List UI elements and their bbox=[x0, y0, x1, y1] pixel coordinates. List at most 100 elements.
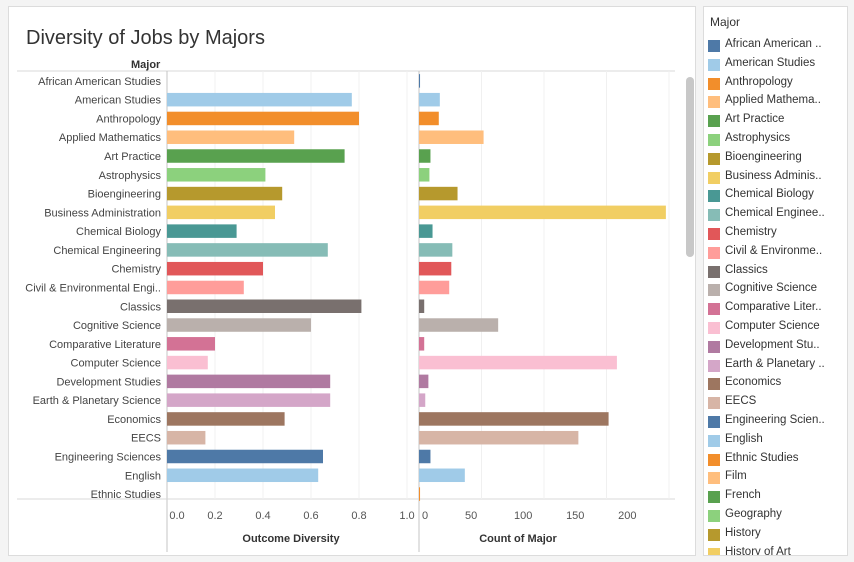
bar-count-of-major bbox=[419, 224, 433, 238]
category-label: Civil & Environmental Engi.. bbox=[25, 282, 161, 294]
x-tick-label: 100 bbox=[514, 510, 532, 522]
bar-count-of-major bbox=[419, 130, 484, 144]
legend-item[interactable]: Computer Science bbox=[704, 319, 847, 338]
legend-item[interactable]: Classics bbox=[704, 263, 847, 282]
legend-label: Applied Mathema.. bbox=[725, 94, 821, 107]
legend-item[interactable]: Geography bbox=[704, 507, 847, 526]
legend-item[interactable]: Chemical Enginee.. bbox=[704, 206, 847, 225]
legend-label: Cognitive Science bbox=[725, 282, 818, 295]
legend-item[interactable]: Chemistry bbox=[704, 225, 847, 244]
chart-title: Diversity of Jobs by Majors bbox=[26, 27, 265, 49]
legend-label: Geography bbox=[725, 507, 782, 520]
bar-count-of-major bbox=[419, 149, 431, 163]
legend-item[interactable]: Comparative Liter.. bbox=[704, 300, 847, 319]
legend-swatch bbox=[708, 378, 720, 391]
legend-item[interactable]: History of Art bbox=[704, 545, 847, 555]
bar-outcome-diversity bbox=[167, 280, 244, 295]
bar-outcome-diversity bbox=[167, 92, 352, 107]
bar-count-of-major bbox=[419, 205, 666, 220]
legend-item[interactable]: Art Practice bbox=[704, 112, 847, 131]
legend-item[interactable]: Applied Mathema.. bbox=[704, 93, 847, 112]
legend-label: EECS bbox=[725, 395, 757, 408]
bar-outcome-diversity bbox=[167, 449, 323, 464]
bar-count-of-major bbox=[419, 243, 453, 257]
legend-label: African American .. bbox=[725, 38, 822, 50]
bar-count-of-major bbox=[419, 299, 425, 313]
dashboard-panel: Diversity of Jobs by Majors Major African… bbox=[8, 6, 696, 556]
legend-item[interactable]: Film bbox=[704, 469, 847, 488]
x-tick-label: 0.8 bbox=[351, 510, 366, 522]
legend-item[interactable]: Bioengineering bbox=[704, 150, 847, 169]
legend-label: Civil & Environme.. bbox=[725, 244, 823, 257]
bar-count-of-major bbox=[419, 412, 609, 426]
legend-swatch bbox=[708, 58, 720, 71]
row-header: Major bbox=[131, 59, 161, 71]
legend-label: Film bbox=[725, 470, 747, 483]
legend-item[interactable]: Astrophysics bbox=[704, 131, 847, 150]
bar-count-of-major bbox=[419, 280, 450, 295]
scrollbar[interactable] bbox=[685, 77, 695, 505]
bar-count-of-major bbox=[419, 449, 431, 464]
x-tick-label: 0.4 bbox=[255, 510, 270, 522]
legend-swatch bbox=[708, 152, 720, 165]
scrollbar-thumb[interactable] bbox=[686, 77, 694, 257]
legend-swatch bbox=[708, 509, 720, 522]
bar-outcome-diversity bbox=[167, 430, 206, 445]
bar-count-of-major bbox=[419, 168, 430, 182]
legend-item[interactable]: African American .. bbox=[704, 37, 847, 56]
legend-item[interactable]: Business Adminis.. bbox=[704, 169, 847, 188]
bar-outcome-diversity bbox=[167, 168, 266, 182]
legend-label: Economics bbox=[725, 376, 782, 389]
legend-swatch bbox=[708, 77, 720, 90]
legend-item[interactable]: Chemical Biology bbox=[704, 187, 847, 206]
bar-outcome-diversity bbox=[167, 111, 359, 126]
legend-label: Chemical Enginee.. bbox=[725, 207, 825, 220]
legend-label: Chemistry bbox=[725, 225, 777, 238]
bar-outcome-diversity bbox=[167, 393, 331, 407]
x-tick-label: 200 bbox=[618, 510, 636, 522]
legend-item[interactable]: Cognitive Science bbox=[704, 281, 847, 300]
legend-label: History bbox=[725, 526, 761, 539]
bar-count-of-major bbox=[419, 393, 426, 407]
legend-label: Bioengineering bbox=[725, 150, 802, 163]
legend-swatch bbox=[708, 40, 720, 52]
legend-item[interactable]: English bbox=[704, 432, 847, 451]
bar-outcome-diversity bbox=[167, 224, 237, 238]
legend-swatch bbox=[708, 359, 720, 372]
legend-item[interactable]: History bbox=[704, 526, 847, 545]
legend-item[interactable]: French bbox=[704, 488, 847, 507]
category-label: American Studies bbox=[75, 95, 162, 107]
legend-label: English bbox=[725, 432, 763, 445]
legend-item[interactable]: EECS bbox=[704, 394, 847, 413]
legend-item[interactable]: Earth & Planetary .. bbox=[704, 357, 847, 376]
legend-swatch bbox=[708, 227, 720, 240]
legend-item[interactable]: Civil & Environme.. bbox=[704, 244, 847, 263]
legend-swatch bbox=[708, 340, 720, 353]
legend-item[interactable]: Development Stu.. bbox=[704, 338, 847, 357]
legend-item[interactable]: Anthropology bbox=[704, 75, 847, 94]
bar-outcome-diversity bbox=[167, 337, 215, 351]
legend-swatch bbox=[708, 491, 720, 504]
legend-item[interactable]: American Studies bbox=[704, 56, 847, 75]
legend-label: Engineering Scien.. bbox=[725, 413, 825, 426]
category-label: EECS bbox=[131, 433, 161, 445]
legend-item[interactable]: Engineering Scien.. bbox=[704, 413, 847, 432]
legend-label: Classics bbox=[725, 263, 768, 276]
bar-count-of-major bbox=[419, 318, 499, 332]
legend-label: Earth & Planetary .. bbox=[725, 357, 825, 370]
legend-panel: Major African American .. American Studie… bbox=[703, 6, 848, 556]
bar-count-of-major bbox=[419, 261, 452, 276]
x-axis-title: Count of Major bbox=[479, 533, 557, 545]
bar-chart[interactable]: Major African American Studies American St… bbox=[9, 7, 695, 555]
category-label: Cognitive Science bbox=[73, 320, 161, 332]
bar-count-of-major bbox=[419, 92, 440, 107]
legend-item[interactable]: Ethnic Studies bbox=[704, 451, 847, 470]
bar-outcome-diversity bbox=[167, 355, 208, 370]
bar-outcome-diversity bbox=[167, 130, 295, 144]
bar-count-of-major bbox=[419, 487, 421, 501]
category-label: Development Studies bbox=[56, 376, 161, 388]
x-tick-label: 0 bbox=[422, 510, 428, 522]
legend-item[interactable]: Economics bbox=[704, 375, 847, 394]
category-label: Business Administration bbox=[44, 207, 161, 219]
x-tick-label: 0.0 bbox=[169, 510, 184, 522]
